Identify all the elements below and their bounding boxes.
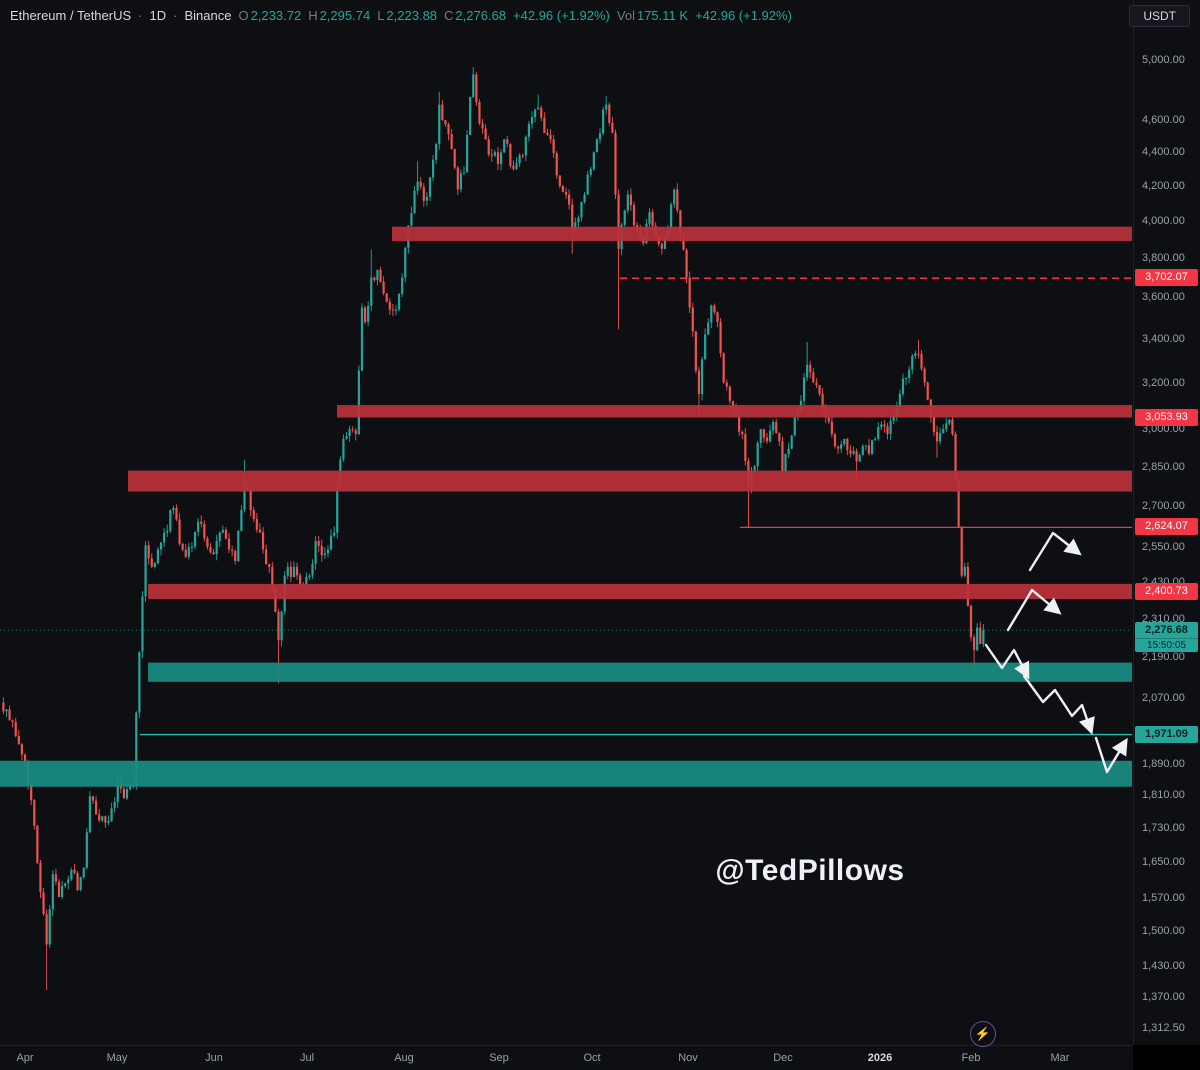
price-label-3702[interactable]: 3,702.07 [1135,269,1198,287]
price-tick: 1,312.50 [1142,1021,1185,1034]
zones-layer [0,226,1132,787]
price-tick: 4,200.00 [1142,179,1185,192]
lightning-icon: ⚡ [974,1026,992,1041]
supply-zone-2800[interactable] [128,470,1132,492]
price-label-text: 1,971.09 [1145,727,1188,740]
supply-zone-3053[interactable] [337,405,1132,418]
volume-number: 175.11 K [636,8,689,23]
price-label-text: 3,053.93 [1145,410,1188,423]
price-tick: 1,650.00 [1142,856,1185,869]
timeframe[interactable]: 1D [149,8,167,23]
time-tick: Mar [1050,1052,1070,1064]
price-label-1971[interactable]: 1,971.09 [1135,725,1198,743]
symbol-name[interactable]: Ethereum / TetherUS [10,8,132,23]
price-tick: 3,400.00 [1142,332,1185,345]
supply-zone-2400[interactable] [148,583,1132,599]
bar-countdown: 15:50:05 [1135,638,1198,652]
last-price-label[interactable]: 2,276.68 15:50:05 [1135,622,1198,653]
high-number: 2,295.74 [319,8,371,23]
demand-zone-1870[interactable] [0,760,1132,787]
time-tick: Feb [961,1052,981,1064]
exchange-name[interactable]: Binance [184,8,232,23]
currency-toggle-button[interactable]: USDT [1129,5,1190,27]
price-tick: 3,200.00 [1142,376,1185,389]
time-tick: Jun [205,1052,223,1064]
price-tick: 2,310.00 [1142,612,1185,625]
lightning-boost-button[interactable]: ⚡ [970,1021,996,1047]
volume-label: Vol [616,8,635,23]
price-label-text: 3,702.07 [1145,271,1188,284]
change-value-2: +42.96 (+1.92%) [695,8,792,23]
time-tick: Sep [489,1052,509,1064]
price-tick: 2,700.00 [1142,499,1185,512]
price-label-2400[interactable]: 2,400.73 [1135,582,1198,600]
separator-icon: · [173,8,178,23]
price-tick: 3,000.00 [1142,423,1185,436]
price-tick: 2,070.00 [1142,692,1185,705]
price-tick: 4,400.00 [1142,146,1185,159]
price-tick: 4,000.00 [1142,215,1185,228]
price-tick: 2,850.00 [1142,460,1185,473]
volume: Vol 175.11 K [617,8,688,23]
drawn-arrow-4[interactable] [1022,674,1095,735]
time-tick: Nov [678,1052,698,1064]
time-tick: 2026 [867,1052,893,1064]
price-tick: 2,550.00 [1142,541,1185,554]
open-number: 2,233.72 [250,8,302,23]
price-tick: 1,890.00 [1142,757,1185,770]
watermark: @TedPillows [715,854,905,887]
drawn-arrow-2[interactable] [1006,588,1062,632]
time-axis[interactable]: Apr May Jun Jul Aug Sep Oct Nov Dec 2026 Feb Mar [0,1045,1133,1070]
price-label-3053[interactable]: 3,053.93 [1135,408,1198,426]
price-tick: 1,430.00 [1142,959,1185,972]
change-value: +42.96 (+1.92%) [513,8,610,23]
price-tick: 2,190.00 [1142,651,1185,664]
time-tick: Aug [394,1052,414,1064]
price-tick: 1,570.00 [1142,892,1185,905]
price-label-text: 2,624.07 [1145,520,1188,533]
open-label: O [238,8,249,23]
close-value: C 2,276.68 [444,8,506,23]
high-label: H [308,8,318,23]
time-tick: May [106,1052,128,1064]
time-tick: Oct [583,1052,601,1064]
price-tick: 1,370.00 [1142,990,1185,1003]
separator-icon: · [138,8,143,23]
close-number: 2,276.68 [455,8,507,23]
low-value: L 2,223.88 [377,8,437,23]
price-tick: 1,810.00 [1142,789,1185,802]
legend-bar: Ethereum / TetherUS · 1D · Binance O 2,23… [10,8,792,23]
drawn-arrow-3[interactable] [984,643,1030,680]
price-tick: 3,600.00 [1142,291,1185,304]
demand-zone-2150[interactable] [148,662,1132,682]
open-value: O 2,233.72 [238,8,301,23]
low-label: L [377,8,385,23]
price-label-text: 2,400.73 [1145,584,1188,597]
high-value: H 2,295.74 [308,8,370,23]
low-number: 2,223.88 [386,8,438,23]
lines-layer [0,277,1132,736]
drawn-arrow-1[interactable] [1028,531,1082,572]
price-tick: 1,500.00 [1142,925,1185,938]
price-tick: 1,730.00 [1142,821,1185,834]
time-tick: Apr [16,1052,34,1064]
drawn-arrow-5[interactable] [1094,736,1128,774]
supply-zone-3900[interactable] [392,226,1132,242]
price-axis[interactable]: 5,000.00 4,600.00 4,400.00 4,200.00 4,000.00… [1133,0,1200,1045]
price-tick: 4,600.00 [1142,113,1185,126]
axis-corner [1133,1045,1200,1070]
time-tick: Jul [299,1052,315,1064]
close-label: C [444,8,454,23]
price-label-2624[interactable]: 2,624.07 [1135,518,1198,536]
time-tick: Dec [773,1052,793,1064]
price-label-text: 2,276.68 [1145,624,1188,637]
price-tick: 3,800.00 [1142,252,1185,265]
candles-layer [2,67,985,991]
price-tick: 5,000.00 [1142,53,1185,66]
arrows-layer [984,531,1128,774]
